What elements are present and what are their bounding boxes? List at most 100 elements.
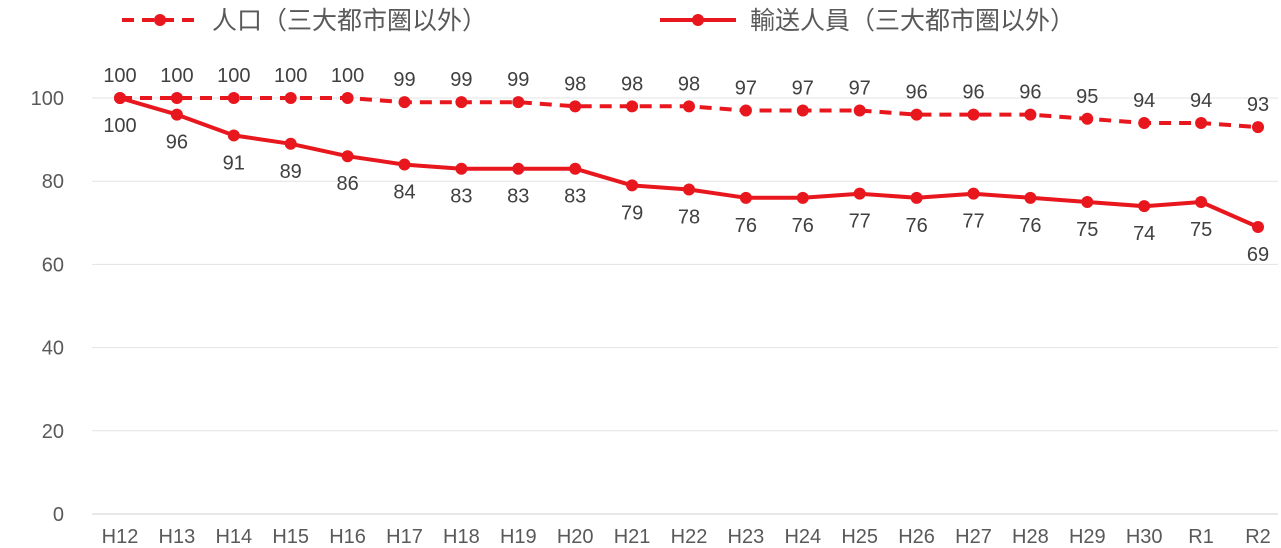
x-tick-label-h21: H21 [614,526,651,548]
data-label-population-h12: 100 [103,65,136,87]
data-point-ridership-h29 [1081,196,1094,208]
data-point-ridership-h17 [398,158,411,171]
x-tick-label-h12: H12 [102,526,139,548]
data-label-ridership-h12: 100 [103,115,136,137]
x-tick-label-h26: H26 [898,526,935,548]
legend-item-ridership: 輸送人員（三大都市圏以外） [660,6,1075,35]
data-label-ridership-h25: 77 [849,211,871,233]
data-point-population-r2 [1252,121,1264,134]
data-point-population-h28 [1024,108,1037,121]
data-label-ridership-h21: 79 [621,202,643,224]
data-point-ridership-h12 [114,92,126,104]
data-point-ridership-h20 [569,162,582,175]
data-label-population-h24: 97 [792,77,814,99]
data-label-population-h28: 96 [1019,82,1041,104]
data-label-ridership-r2: 69 [1247,244,1269,266]
data-label-population-h27: 96 [962,82,984,104]
data-label-population-h15: 100 [274,65,307,87]
data-label-population-h22: 98 [678,73,700,95]
data-label-ridership-h23: 76 [735,215,757,237]
legend-label-ridership: 輸送人員（三大都市圏以外） [750,6,1075,35]
data-point-ridership-h15 [284,137,297,150]
x-tick-label-h15: H15 [272,526,309,548]
legend-label-population: 人口（三大都市圏以外） [212,6,487,35]
data-point-ridership-h28 [1024,191,1037,204]
data-label-ridership-h27: 77 [962,211,984,233]
data-label-ridership-h18: 83 [450,186,472,208]
data-label-population-h26: 96 [905,82,927,104]
data-label-population-h18: 99 [450,69,472,91]
x-tick-label-h19: H19 [500,526,537,548]
x-tick-label-h23: H23 [728,526,765,548]
x-tick-label-h29: H29 [1069,526,1106,548]
y-tick-label-40: 40 [42,338,64,360]
data-point-population-h30 [1138,116,1151,129]
data-point-ridership-r1 [1195,196,1208,208]
data-point-population-h20 [569,100,582,113]
x-tick-label-h27: H27 [955,526,992,548]
legend-marker-ridership [692,14,704,26]
data-point-population-h29 [1081,112,1094,125]
x-tick-label-h13: H13 [159,526,196,548]
x-tick-label-h30: H30 [1126,526,1163,548]
x-tick-label-h20: H20 [557,526,594,548]
data-point-population-h23 [739,104,752,117]
data-label-ridership-h13: 96 [166,132,188,154]
y-tick-label-0: 0 [53,504,64,526]
data-label-population-h14: 100 [217,65,250,87]
data-point-population-h17 [398,96,411,109]
y-tick-label-60: 60 [42,254,64,276]
data-point-ridership-h13 [170,108,183,121]
data-label-population-h23: 97 [735,77,757,99]
x-tick-label-h22: H22 [671,526,708,548]
data-label-population-h19: 99 [507,69,529,91]
data-point-ridership-h22 [683,183,695,196]
data-label-ridership-h16: 86 [336,173,358,195]
legend: 人口（三大都市圏以外） 輸送人員（三大都市圏以外） [122,6,1075,35]
data-label-ridership-h24: 76 [792,215,814,237]
data-point-population-h13 [170,92,183,104]
data-point-population-h15 [284,92,297,104]
data-label-population-h17: 99 [393,69,415,91]
data-label-population-r1: 94 [1190,90,1212,112]
data-label-ridership-r1: 75 [1190,219,1212,241]
data-point-population-r1 [1195,116,1208,129]
data-point-population-h14 [227,92,240,104]
data-point-ridership-r2 [1252,220,1264,233]
data-point-ridership-h25 [853,187,866,200]
data-label-population-r2: 93 [1247,94,1269,116]
x-tick-label-h24: H24 [784,526,821,548]
legend-item-population: 人口（三大都市圏以外） [122,6,487,35]
data-point-population-h19 [512,96,525,109]
data-label-population-h30: 94 [1133,90,1155,112]
data-labels: 100 100 100 100 100 99 99 99 98 98 98 97 97 97 96 96 96 9… [103,65,1269,266]
data-point-ridership-h27 [967,187,980,200]
x-tick-label-h25: H25 [841,526,878,548]
data-point-ridership-h21 [626,179,639,192]
data-label-ridership-h30: 74 [1133,223,1155,245]
data-point-ridership-h14 [227,129,240,142]
series-layer [114,92,1264,233]
data-point-ridership-h23 [739,191,752,204]
data-point-population-h21 [626,100,639,113]
x-tick-label-h28: H28 [1012,526,1049,548]
x-tick-label-r2: R2 [1245,526,1271,548]
data-label-population-h21: 98 [621,73,643,95]
data-point-ridership-h30 [1138,200,1151,213]
data-point-population-h22 [683,100,695,113]
data-point-population-h16 [341,92,354,104]
x-tick-label-h14: H14 [215,526,252,548]
data-label-ridership-h20: 83 [564,186,586,208]
data-label-population-h20: 98 [564,73,586,95]
data-point-ridership-h16 [341,150,354,163]
x-tick-label-h16: H16 [329,526,366,548]
y-tick-label-100: 100 [31,88,64,110]
data-point-population-h27 [967,108,980,121]
data-point-population-h25 [853,104,866,117]
data-label-ridership-h15: 89 [280,161,302,183]
data-label-population-h13: 100 [160,65,193,87]
data-label-ridership-h28: 76 [1019,215,1041,237]
data-point-ridership-h19 [512,162,525,175]
data-point-population-h18 [455,96,468,109]
